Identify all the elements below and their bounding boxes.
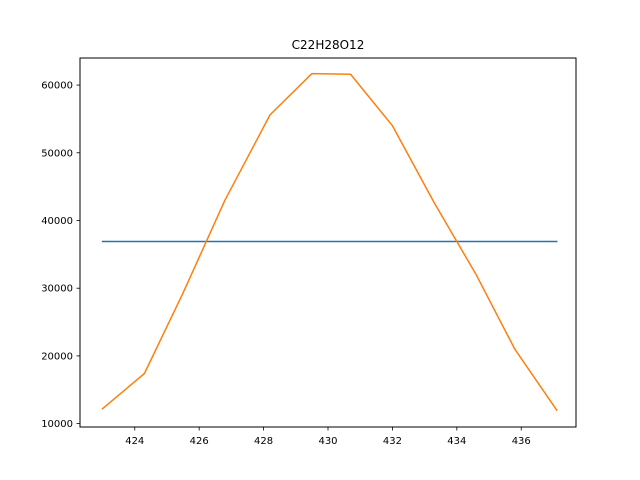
series-line-2 <box>101 72 558 412</box>
x-tick-label: 434 <box>447 436 466 447</box>
chart-title: C22H28O12 <box>292 38 365 52</box>
x-tick-label: 430 <box>318 436 337 447</box>
y-tick-label: 50000 <box>41 148 73 159</box>
x-tick-label: 426 <box>190 436 209 447</box>
x-tick-label: 424 <box>125 436 144 447</box>
y-tick-label: 40000 <box>41 216 73 227</box>
x-tick-label: 432 <box>383 436 402 447</box>
y-tick-label: 10000 <box>41 419 73 430</box>
plot-frame <box>79 57 577 428</box>
y-tick-label: 60000 <box>41 81 73 92</box>
y-tick-label: 30000 <box>41 284 73 295</box>
x-tick-label: 436 <box>512 436 531 447</box>
x-tick-label: 428 <box>254 436 273 447</box>
y-tick-label: 20000 <box>41 351 73 362</box>
plot-area: 424 426 428 430 432 434 436 10000 20000 30000 4000… <box>41 72 558 447</box>
